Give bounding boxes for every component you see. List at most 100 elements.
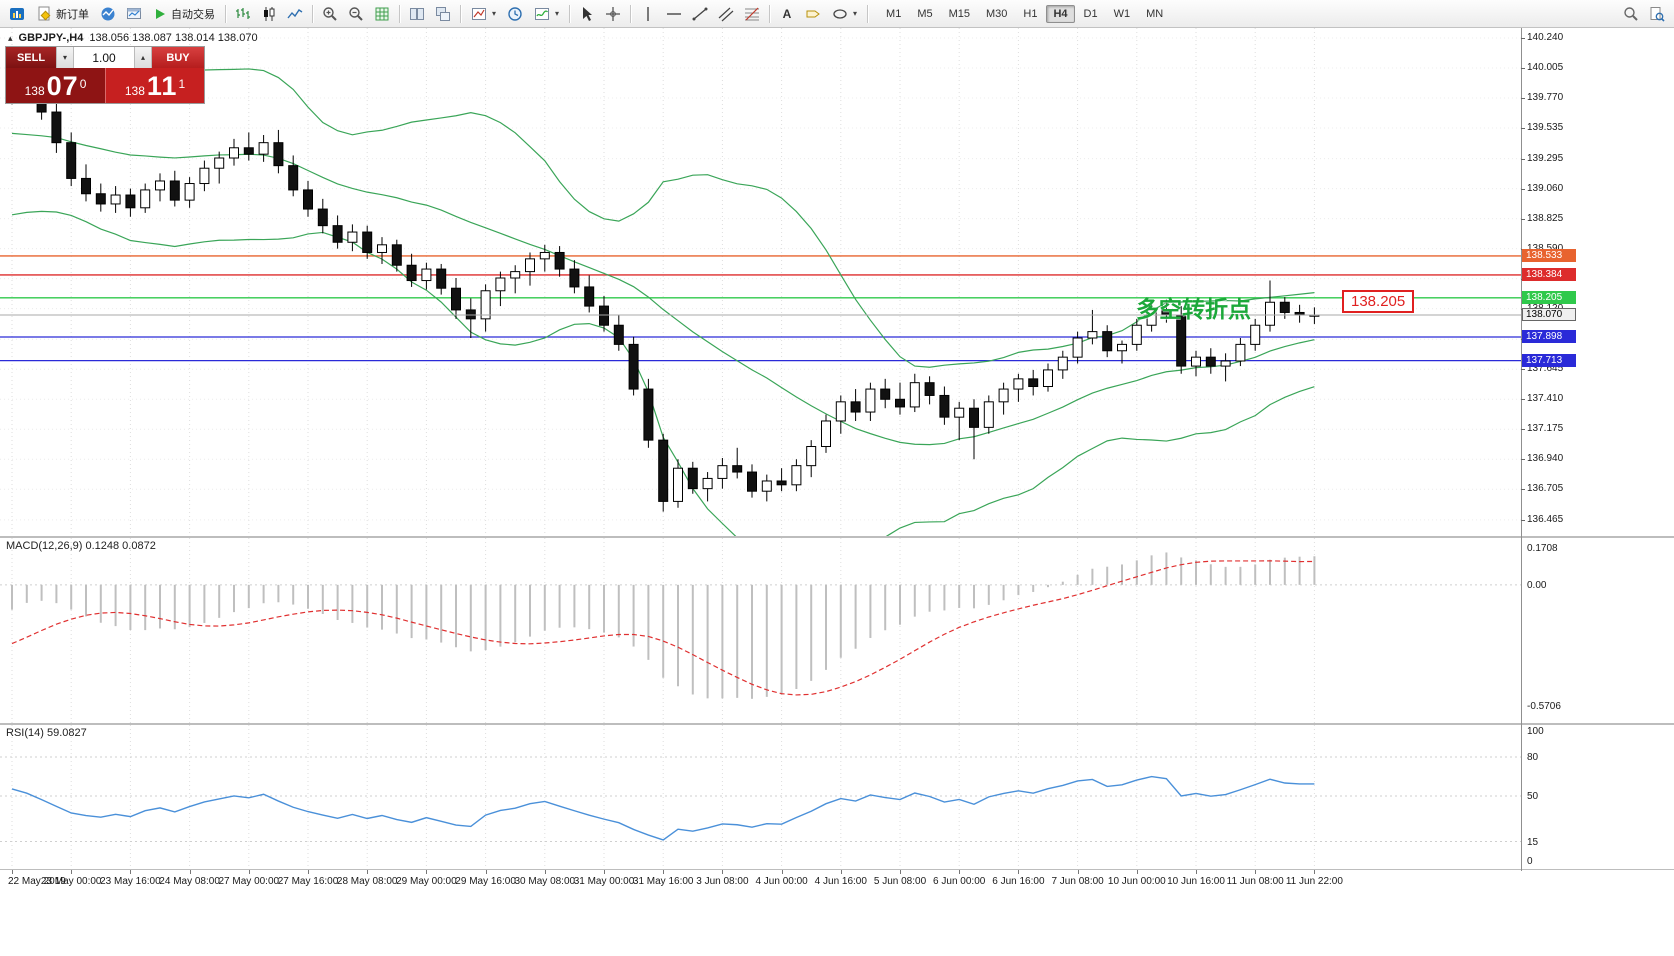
candle-body bbox=[554, 251, 565, 270]
candle-body bbox=[717, 465, 728, 479]
toolbar-separator bbox=[867, 4, 869, 23]
zoom-out-icon[interactable] bbox=[343, 3, 369, 25]
candle-body bbox=[954, 407, 965, 418]
candlestick-chart-icon[interactable] bbox=[256, 3, 282, 25]
channel-icon[interactable] bbox=[713, 3, 739, 25]
new-order-button[interactable]: 新订单 bbox=[30, 3, 95, 25]
time-axis-tick bbox=[1314, 870, 1316, 874]
rsi-axis-label: 80 bbox=[1527, 752, 1539, 763]
candle-body bbox=[465, 309, 476, 320]
candle-body bbox=[1013, 378, 1024, 390]
cascade-windows-icon[interactable] bbox=[430, 3, 456, 25]
volume-increment-button[interactable]: ▴ bbox=[134, 47, 152, 69]
one-click-trading-panel: SELL ▾ ▴ BUY 138 07 0 138 11 1 bbox=[5, 46, 205, 104]
time-axis-label: 7 Jun 08:00 bbox=[1051, 876, 1104, 887]
candle-body bbox=[939, 394, 950, 418]
time-axis-label: 23 May 16:00 bbox=[100, 876, 161, 887]
timeframe-button-h1[interactable]: H1 bbox=[1023, 7, 1038, 20]
buy-button[interactable]: BUY bbox=[152, 47, 204, 69]
bar-chart-icon[interactable] bbox=[230, 3, 256, 25]
candle-body bbox=[155, 180, 165, 191]
time-axis-tick bbox=[959, 870, 961, 874]
time-axis-tick bbox=[840, 870, 842, 874]
buy-price-big: 11 bbox=[146, 71, 178, 101]
timeframe-button-d1[interactable]: D1 bbox=[1083, 7, 1098, 20]
price-axis-tick-mark bbox=[1521, 399, 1525, 401]
volume-input[interactable] bbox=[74, 47, 134, 69]
one-click-collapse-icon[interactable]: ▴ bbox=[8, 32, 13, 43]
horizontal-line-icon[interactable] bbox=[661, 3, 687, 25]
candle-body bbox=[1131, 324, 1142, 345]
symbol-search-icon[interactable] bbox=[1644, 3, 1670, 25]
search-icon[interactable] bbox=[1618, 3, 1644, 25]
symbol-period-label: GBPJPY-,H4 bbox=[18, 32, 84, 44]
timeframe-button-m30[interactable]: M30 bbox=[986, 7, 1008, 20]
line-chart-icon[interactable] bbox=[282, 3, 308, 25]
tile-windows-icon[interactable] bbox=[404, 3, 430, 25]
timeframe-button-m15[interactable]: M15 bbox=[948, 7, 971, 20]
price-axis-tick-mark bbox=[1521, 459, 1525, 461]
trendline-icon[interactable] bbox=[687, 3, 713, 25]
time-axis-tick bbox=[248, 870, 250, 874]
time-axis-label: 28 May 08:00 bbox=[336, 876, 398, 887]
candle-body bbox=[850, 401, 861, 413]
candle-body bbox=[924, 382, 935, 396]
candle-body bbox=[303, 189, 313, 210]
label-tool-icon[interactable] bbox=[800, 3, 826, 25]
price-level-label: 138.384 bbox=[1522, 267, 1576, 281]
rsi-panel-canvas[interactable] bbox=[0, 725, 1674, 869]
period-clock-icon[interactable] bbox=[502, 3, 528, 25]
timeframe-button-w1[interactable]: W1 bbox=[1113, 7, 1131, 20]
new-chart-button[interactable]: ▾ bbox=[465, 3, 502, 25]
price-axis-tick-mark bbox=[1521, 158, 1525, 160]
shapes-dropdown[interactable]: ▾ bbox=[826, 3, 863, 25]
time-axis-label: 6 Jun 16:00 bbox=[992, 876, 1045, 887]
panel-separator[interactable] bbox=[0, 536, 1674, 538]
timeframe-button-mn[interactable]: MN bbox=[1146, 7, 1164, 20]
buy-price-display[interactable]: 138 11 1 bbox=[105, 68, 204, 103]
time-axis-label: 23 May 00:00 bbox=[40, 876, 102, 887]
ellipse-icon bbox=[833, 8, 847, 19]
indicators-grid-icon[interactable] bbox=[369, 3, 395, 25]
chart-window-icon[interactable] bbox=[121, 3, 147, 25]
zoom-in-icon[interactable] bbox=[317, 3, 343, 25]
price-tag-label[interactable]: 138.205 bbox=[1342, 290, 1415, 313]
candle-body bbox=[687, 467, 698, 490]
profiles-icon[interactable] bbox=[95, 3, 121, 25]
price-level-label: 138.205 bbox=[1522, 290, 1576, 304]
svg-text:A: A bbox=[783, 7, 792, 21]
chart-symbol-header: ▴ GBPJPY-,H4 138.056 138.087 138.014 138… bbox=[8, 32, 258, 44]
auto-trading-button[interactable]: 自动交易 bbox=[147, 3, 221, 25]
candle-body bbox=[1102, 331, 1113, 352]
timeframe-button-m1[interactable]: M1 bbox=[886, 7, 902, 20]
vertical-line-icon[interactable] bbox=[635, 3, 661, 25]
cursor-icon[interactable] bbox=[574, 3, 600, 25]
volume-decrement-button[interactable]: ▾ bbox=[56, 47, 74, 69]
crosshair-icon[interactable] bbox=[600, 3, 626, 25]
price-axis-tick: 137.175 bbox=[1527, 423, 1564, 435]
toolbar-separator bbox=[225, 4, 226, 23]
candle-body bbox=[732, 465, 743, 473]
template-indicator-button[interactable]: ▾ bbox=[528, 3, 565, 25]
time-axis[interactable]: 22 May 2019 23 May 00:00 23 May 16:00 24 Ma… bbox=[0, 870, 1674, 894]
panel-separator[interactable] bbox=[0, 723, 1674, 725]
candle-body bbox=[140, 189, 151, 209]
time-axis-tick bbox=[71, 870, 73, 874]
time-axis-tick bbox=[544, 870, 546, 874]
macd-panel-canvas[interactable] bbox=[0, 538, 1674, 723]
time-axis-tick bbox=[308, 870, 309, 874]
candle-body bbox=[362, 231, 373, 253]
candle-body bbox=[214, 157, 225, 169]
fibonacci-icon[interactable] bbox=[739, 3, 765, 25]
timeframe-button-m5[interactable]: M5 bbox=[917, 7, 933, 20]
text-tool-icon[interactable]: A bbox=[774, 3, 800, 25]
time-axis-tick bbox=[900, 870, 901, 874]
timeframe-button-h4[interactable]: H4 bbox=[1046, 4, 1075, 23]
chinese-annotation-text[interactable]: 多空转折点 bbox=[1136, 296, 1251, 322]
sell-price-display[interactable]: 138 07 0 bbox=[6, 68, 105, 103]
time-axis-label: 31 May 00:00 bbox=[573, 876, 635, 887]
sell-button[interactable]: SELL bbox=[6, 47, 56, 69]
rsi-axis-label: 0 bbox=[1527, 856, 1533, 867]
candle-body bbox=[510, 271, 521, 279]
price-chart-canvas[interactable] bbox=[0, 28, 1674, 536]
